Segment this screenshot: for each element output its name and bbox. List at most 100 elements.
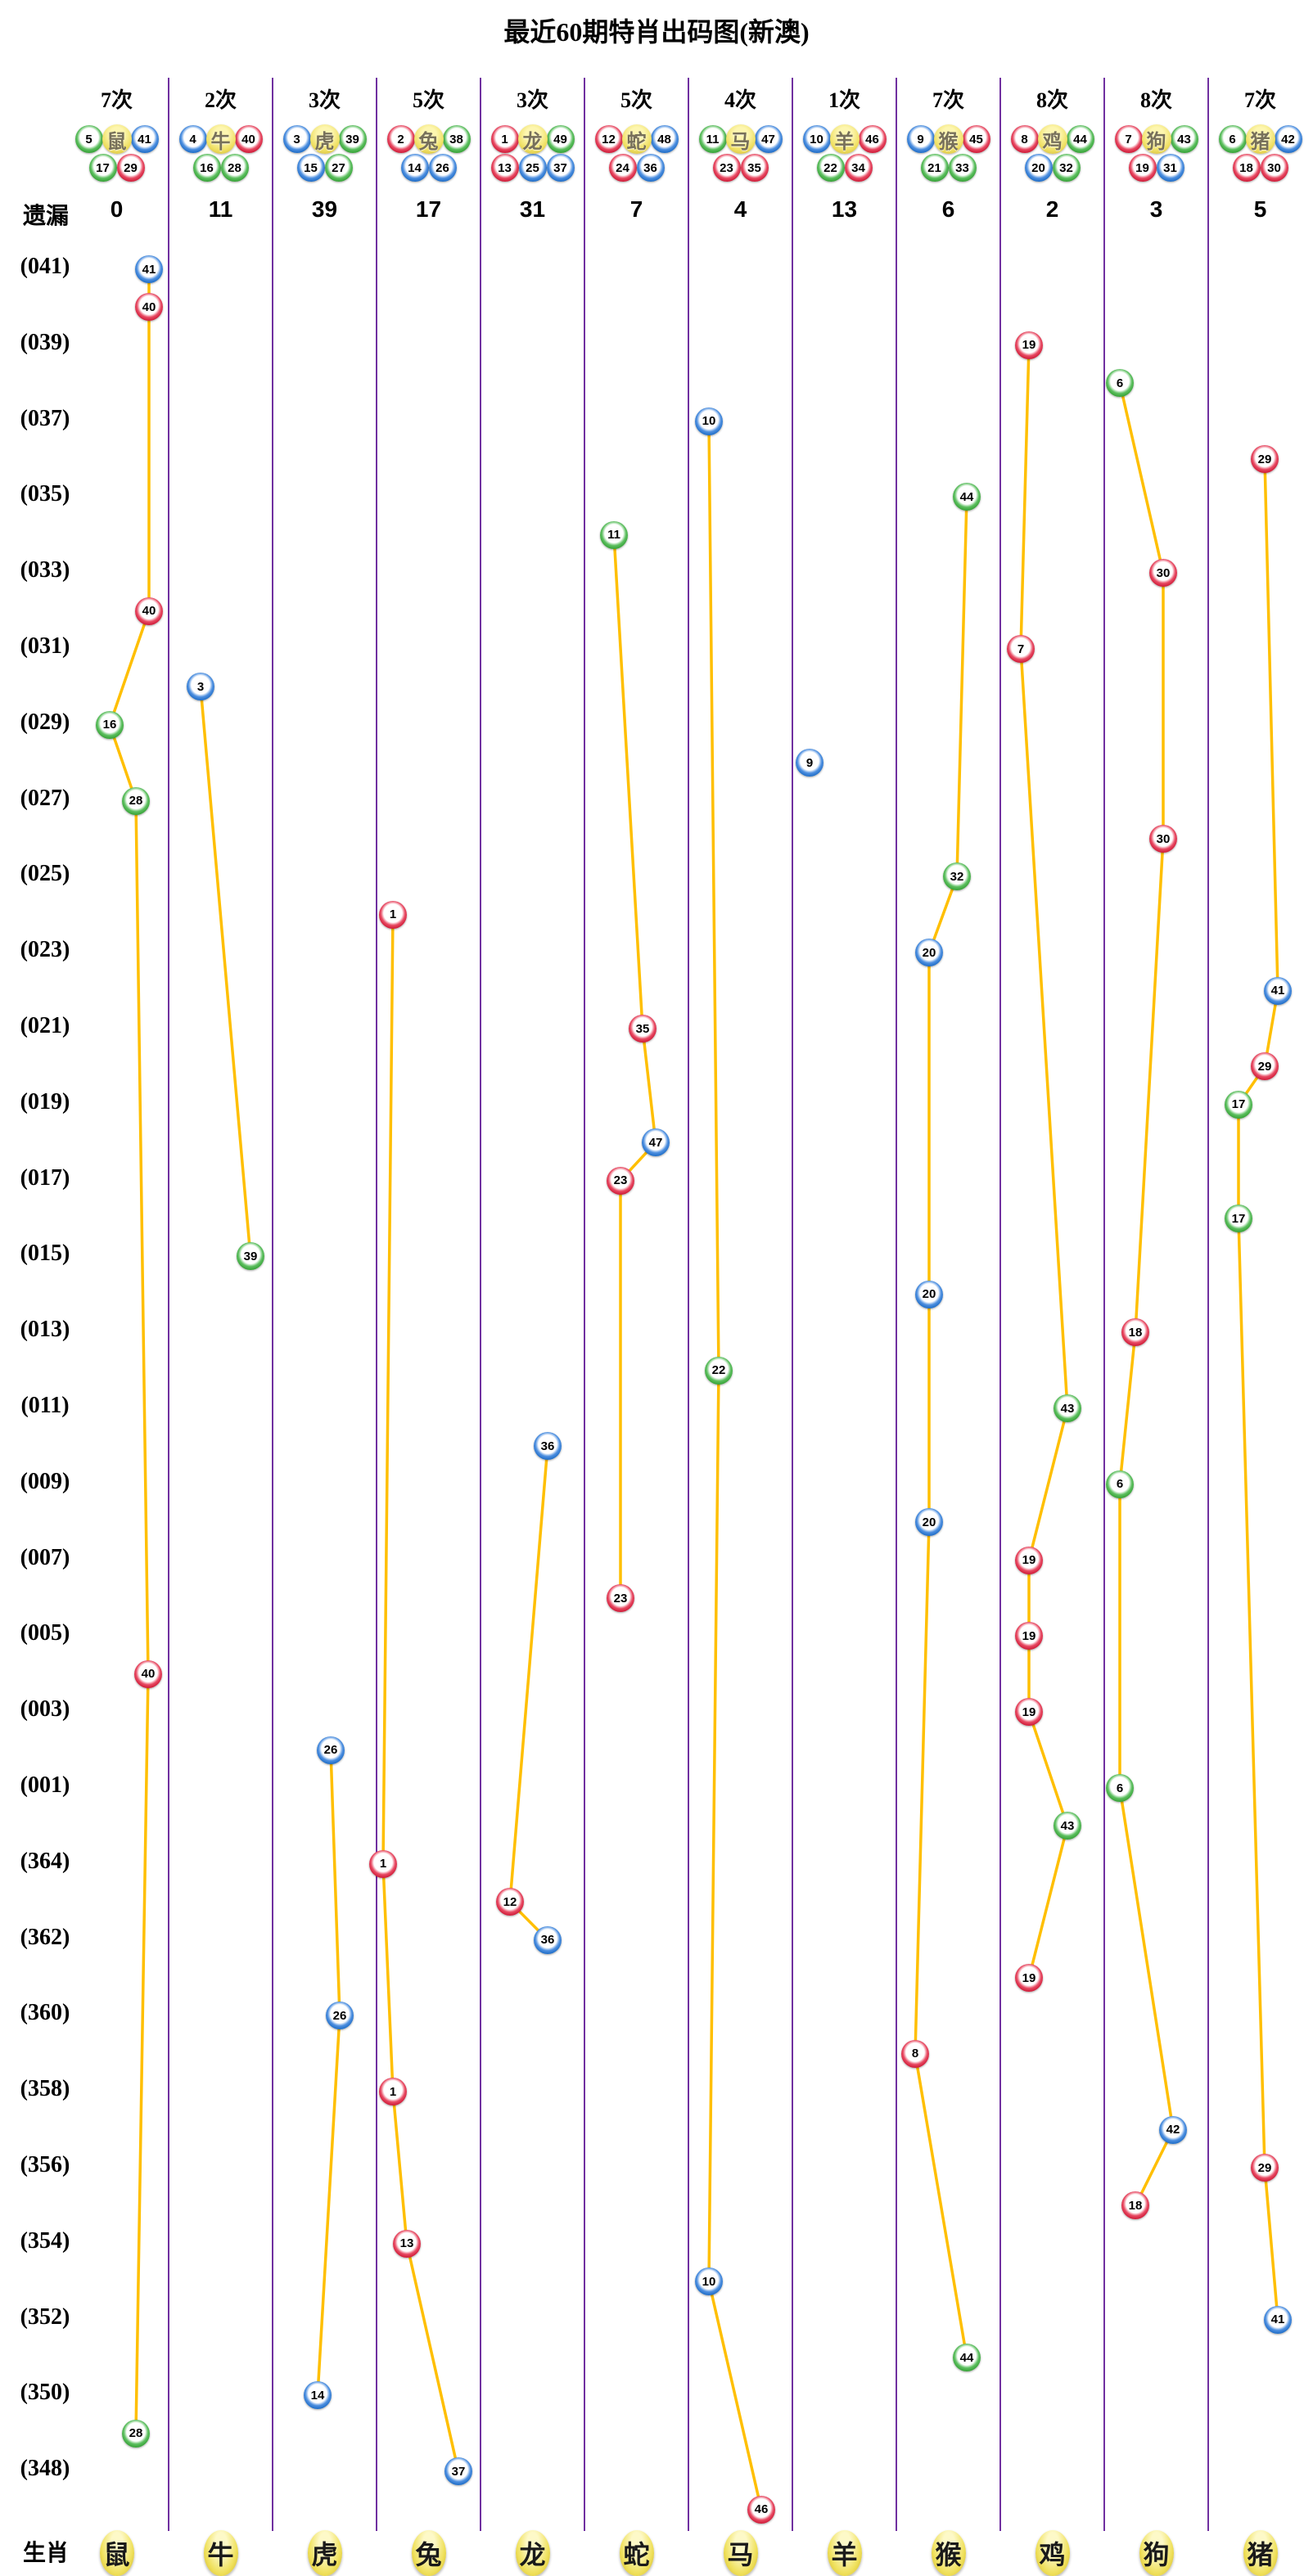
number-ball: 49: [546, 125, 575, 153]
number-ball: 42: [1274, 125, 1302, 153]
appear-count: 3次: [516, 88, 548, 112]
legend-zodiac-ball: 兔: [411, 2530, 446, 2576]
number-ball: 23: [607, 1584, 634, 1612]
number-ball: 20: [1024, 154, 1053, 182]
period-row-label: (021): [20, 1013, 70, 1038]
legend-zodiac-ball: 虎: [307, 2530, 342, 2576]
trend-line: [199, 687, 252, 1257]
period-row-label: (031): [20, 633, 70, 659]
miss-value: 6: [941, 196, 955, 222]
number-ball: 29: [1251, 1052, 1279, 1081]
number-ball: 20: [915, 1508, 943, 1537]
number-ball: 42: [1159, 2115, 1187, 2144]
number-ball: 12: [594, 125, 623, 153]
number-ball: 17: [88, 154, 117, 182]
trend-line: [612, 534, 657, 1598]
number-ball: 6: [1106, 369, 1134, 398]
number-ball: 28: [220, 154, 249, 182]
number-ball: 43: [1054, 1812, 1081, 1840]
number-ball: 18: [1121, 1318, 1149, 1347]
number-ball: 11: [698, 125, 727, 153]
miss-value: 3: [1149, 196, 1163, 222]
number-ball: 19: [1128, 154, 1157, 182]
number-ball: 1: [379, 2078, 407, 2106]
number-ball: 16: [192, 154, 221, 182]
number-ball: 28: [122, 786, 150, 815]
period-row-label: (007): [20, 1544, 70, 1570]
number-ball: 24: [608, 154, 637, 182]
number-ball: 15: [296, 154, 325, 182]
number-ball: 26: [326, 2002, 354, 2030]
appear-count: 7次: [1243, 88, 1276, 112]
number-ball: 1: [379, 900, 407, 929]
zodiac-glyph-ball: 羊: [829, 124, 860, 154]
number-ball: 44: [1066, 125, 1094, 153]
number-ball: 28: [122, 2419, 150, 2448]
number-ball: 3: [282, 125, 311, 153]
zodiac-glyph-ball: 猴: [933, 124, 963, 154]
number-ball: 25: [518, 154, 547, 182]
period-row-label: (015): [20, 1241, 70, 1267]
number-ball: 9: [796, 749, 823, 777]
page-title: 最近60期特肖出码图(新澳): [503, 17, 810, 47]
number-ball: 41: [135, 255, 163, 283]
number-ball: 30: [1149, 559, 1177, 588]
legend-zodiac-ball: 蛇: [619, 2530, 654, 2576]
number-ball: 20: [915, 1280, 943, 1308]
number-ball: 26: [428, 154, 457, 182]
number-ball: 14: [304, 2381, 332, 2410]
number-ball: 10: [802, 125, 831, 153]
number-ball: 44: [953, 2344, 981, 2371]
number-ball: 7: [1114, 125, 1143, 153]
appear-count: 2次: [204, 88, 237, 112]
number-ball: 6: [1106, 1470, 1134, 1498]
number-ball: 29: [1251, 445, 1279, 473]
number-ball: 23: [607, 1166, 634, 1195]
miss-value: 2: [1045, 196, 1059, 222]
number-ball: 35: [629, 1015, 656, 1043]
period-row-label: (013): [20, 1317, 70, 1343]
period-row-label: (011): [20, 1393, 70, 1418]
number-ball: 48: [650, 125, 679, 153]
appear-count: 8次: [1036, 88, 1068, 112]
number-ball: 19: [1015, 1546, 1043, 1574]
number-ball: 47: [642, 1128, 670, 1157]
miss-value: 7: [629, 196, 643, 222]
number-ball: 12: [496, 1888, 524, 1916]
period-row-label: (023): [20, 937, 70, 963]
number-ball: 16: [96, 710, 124, 739]
miss-value: 31: [519, 196, 546, 222]
number-ball: 1: [369, 1849, 397, 1878]
number-ball: 17: [1225, 1090, 1252, 1119]
period-row-label: (350): [20, 2380, 70, 2406]
period-row-label: (358): [20, 2076, 70, 2102]
number-ball: 23: [712, 154, 741, 182]
trend-line: [1118, 382, 1175, 2207]
zodiac-glyph-ball: 蛇: [621, 124, 652, 154]
number-ball: 44: [953, 483, 981, 511]
number-ball: 7: [1007, 635, 1035, 663]
number-ball: 19: [1015, 1622, 1043, 1651]
zodiac-row-label: 生肖: [22, 2541, 69, 2566]
zodiac-glyph-ball: 虎: [309, 124, 340, 154]
number-ball: 43: [1054, 1394, 1081, 1422]
number-ball: 6: [1218, 125, 1247, 153]
trend-line: [1237, 458, 1279, 2320]
number-ball: 40: [234, 125, 263, 153]
legend-zodiac-ball: 鸡: [1035, 2530, 1070, 2576]
number-ball: 8: [1010, 125, 1039, 153]
period-row-label: (019): [20, 1088, 70, 1115]
period-row-label: (354): [20, 2227, 70, 2254]
number-ball: 34: [844, 154, 873, 182]
period-row-label: (352): [20, 2304, 70, 2330]
miss-value: 4: [733, 196, 747, 222]
number-ball: 47: [754, 125, 783, 153]
number-ball: 14: [400, 154, 429, 182]
trend-line: [707, 421, 763, 2510]
period-row-label: (027): [20, 785, 70, 811]
number-ball: 35: [740, 154, 769, 182]
legend-zodiac-ball: 马: [723, 2530, 758, 2576]
period-row-label: (037): [20, 405, 70, 431]
trend-line: [108, 269, 151, 2434]
number-ball: 29: [1251, 2154, 1279, 2182]
